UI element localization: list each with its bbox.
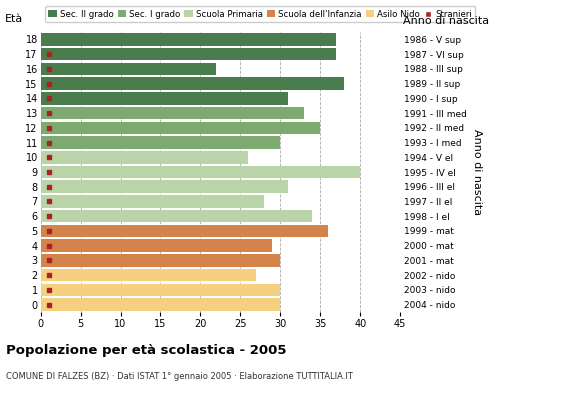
Bar — [41, 77, 345, 90]
Bar — [41, 166, 360, 178]
Bar — [41, 33, 336, 46]
Bar — [41, 210, 312, 222]
Bar — [41, 225, 328, 237]
Bar — [41, 269, 256, 282]
Bar — [41, 180, 288, 193]
Text: Popolazione per età scolastica - 2005: Popolazione per età scolastica - 2005 — [6, 344, 287, 357]
Bar — [41, 48, 336, 60]
Bar — [41, 107, 305, 119]
Bar — [41, 254, 280, 267]
Bar — [41, 284, 280, 296]
Text: COMUNE DI FALZES (BZ) · Dati ISTAT 1° gennaio 2005 · Elaborazione TUTTITALIA.IT: COMUNE DI FALZES (BZ) · Dati ISTAT 1° ge… — [6, 372, 353, 381]
Bar — [41, 195, 264, 208]
Text: Età: Età — [5, 14, 23, 24]
Legend: Sec. II grado, Sec. I grado, Scuola Primaria, Scuola dell'Infanzia, Asilo Nido, : Sec. II grado, Sec. I grado, Scuola Prim… — [45, 6, 476, 22]
Text: Anno di nascita: Anno di nascita — [403, 16, 489, 26]
Bar — [41, 151, 248, 164]
Bar — [41, 62, 216, 75]
Bar — [41, 122, 320, 134]
Y-axis label: Anno di nascita: Anno di nascita — [472, 129, 482, 215]
Bar — [41, 92, 288, 104]
Bar — [41, 240, 273, 252]
Bar — [41, 298, 280, 311]
Bar — [41, 136, 280, 149]
